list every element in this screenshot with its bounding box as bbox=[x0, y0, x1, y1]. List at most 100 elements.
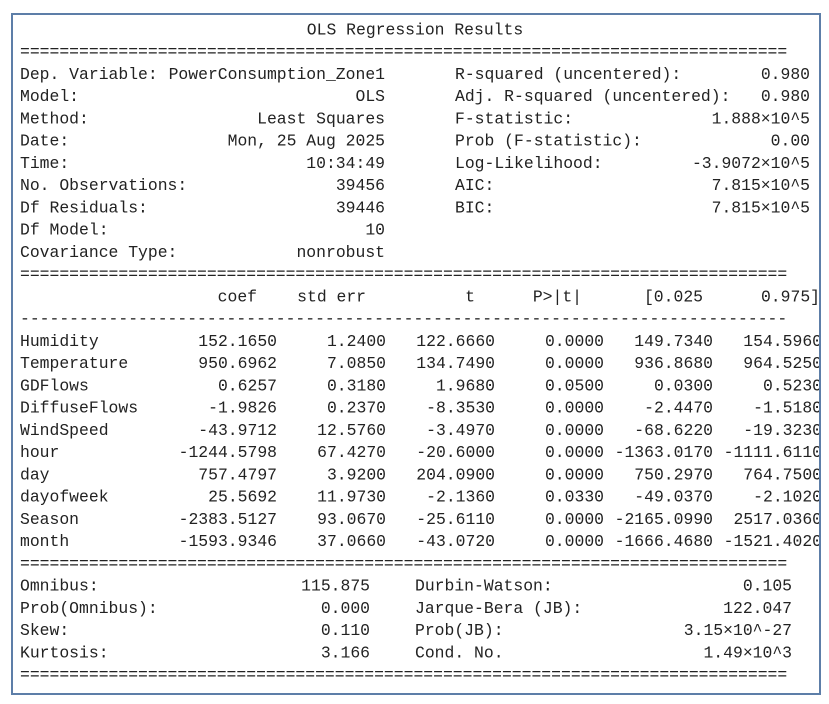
cell: 1.2400 bbox=[327, 332, 386, 351]
row-label: Season bbox=[20, 510, 79, 529]
row-label: month bbox=[20, 532, 69, 551]
value: 1.49×10^3 bbox=[703, 643, 792, 662]
column-header: 0.975] bbox=[761, 287, 820, 306]
cell: -1244.5798 bbox=[179, 443, 277, 462]
label: Model: bbox=[20, 87, 79, 106]
cell: 0.2370 bbox=[327, 399, 386, 418]
cell: 152.1650 bbox=[198, 332, 277, 351]
cell: 0.0330 bbox=[545, 488, 604, 507]
value: 10 bbox=[365, 221, 385, 240]
cell: 93.0670 bbox=[317, 510, 386, 529]
cell: 2517.0360 bbox=[733, 510, 822, 529]
cell: -1363.0170 bbox=[615, 443, 713, 462]
cell: 12.5760 bbox=[317, 421, 386, 440]
cell: 757.4797 bbox=[198, 465, 277, 484]
cell: 134.7490 bbox=[416, 354, 495, 373]
row-label: Humidity bbox=[20, 332, 99, 351]
cell: 0.0000 bbox=[545, 443, 604, 462]
value: nonrobust bbox=[296, 243, 385, 262]
rule: ========================================… bbox=[20, 554, 787, 573]
column-header: t bbox=[465, 287, 475, 306]
cell: 764.7500 bbox=[743, 465, 822, 484]
row-label: hour bbox=[20, 443, 59, 462]
cell: -2.4470 bbox=[644, 399, 713, 418]
cell: -19.3230 bbox=[743, 421, 822, 440]
value: 0.110 bbox=[321, 621, 370, 640]
cell: -1666.4680 bbox=[615, 532, 713, 551]
row-label: Temperature bbox=[20, 354, 128, 373]
content: OLS Regression Results ==================… bbox=[20, 20, 822, 685]
column-header: [0.025 bbox=[644, 287, 703, 306]
cell: 0.5230 bbox=[763, 376, 822, 395]
label: Time: bbox=[20, 154, 69, 173]
column-header: std err bbox=[297, 287, 366, 306]
label: Kurtosis: bbox=[20, 643, 109, 662]
cell: 0.0000 bbox=[545, 399, 604, 418]
row-label: GDFlows bbox=[20, 376, 89, 395]
label: Durbin-Watson: bbox=[415, 577, 553, 596]
value: PowerConsumption_Zone1 bbox=[169, 65, 386, 84]
label: Method: bbox=[20, 109, 89, 128]
cell: 7.0850 bbox=[327, 354, 386, 373]
cell: 936.8680 bbox=[634, 354, 713, 373]
cell: -1593.9346 bbox=[179, 532, 277, 551]
value: 39446 bbox=[336, 198, 385, 217]
cell: 0.0000 bbox=[545, 510, 604, 529]
cell: 0.0000 bbox=[545, 421, 604, 440]
cell: -43.9712 bbox=[198, 421, 277, 440]
cell: -1111.6110 bbox=[724, 443, 822, 462]
cell: 750.2970 bbox=[634, 465, 713, 484]
cell: 0.0000 bbox=[545, 332, 604, 351]
value: 0.980 bbox=[761, 65, 810, 84]
label: Covariance Type: bbox=[20, 243, 177, 262]
cell: -8.3530 bbox=[426, 399, 495, 418]
label: Prob(Omnibus): bbox=[20, 599, 158, 618]
label: Date: bbox=[20, 132, 69, 151]
cell: 122.6660 bbox=[416, 332, 495, 351]
cell: 0.0000 bbox=[545, 532, 604, 551]
row-label: dayofweek bbox=[20, 488, 109, 507]
cell: 204.0900 bbox=[416, 465, 495, 484]
label: Df Residuals: bbox=[20, 198, 148, 217]
cell: 1.9680 bbox=[436, 376, 495, 395]
cell: 0.0000 bbox=[545, 465, 604, 484]
label: Log-Likelihood: bbox=[455, 154, 603, 173]
cell: -25.6110 bbox=[416, 510, 495, 529]
rule: ----------------------------------------… bbox=[20, 310, 787, 329]
value: 0.000 bbox=[321, 599, 370, 618]
cell: -43.0720 bbox=[416, 532, 495, 551]
cell: 11.9730 bbox=[317, 488, 386, 507]
label: Df Model: bbox=[20, 221, 109, 240]
value: 7.815×10^5 bbox=[712, 176, 810, 195]
value: 0.980 bbox=[761, 87, 810, 106]
cell: 25.5692 bbox=[208, 488, 277, 507]
value: 0.105 bbox=[743, 577, 792, 596]
rule: ========================================… bbox=[20, 666, 787, 685]
value: Least Squares bbox=[257, 109, 385, 128]
label: AIC: bbox=[455, 176, 494, 195]
cell: 0.3180 bbox=[327, 376, 386, 395]
row-label: WindSpeed bbox=[20, 421, 109, 440]
cell: -3.4970 bbox=[426, 421, 495, 440]
value: 115.875 bbox=[301, 577, 370, 596]
rule: ========================================… bbox=[20, 265, 787, 284]
label: Cond. No. bbox=[415, 643, 504, 662]
cell: 3.9200 bbox=[327, 465, 386, 484]
value: 7.815×10^5 bbox=[712, 198, 810, 217]
label: Adj. R-squared (uncentered): bbox=[455, 87, 730, 106]
cell: -2.1020 bbox=[753, 488, 822, 507]
row-label: DiffuseFlows bbox=[20, 399, 138, 418]
cell: 0.0300 bbox=[654, 376, 713, 395]
cell: -68.6220 bbox=[634, 421, 713, 440]
label: Jarque-Bera (JB): bbox=[415, 599, 582, 618]
rule: ========================================… bbox=[20, 43, 787, 62]
cell: 0.0000 bbox=[545, 354, 604, 373]
value: -3.9072×10^5 bbox=[692, 154, 810, 173]
cell: 0.6257 bbox=[218, 376, 277, 395]
cell: -1521.4020 bbox=[724, 532, 822, 551]
cell: 964.5250 bbox=[743, 354, 822, 373]
label: BIC: bbox=[455, 198, 494, 217]
label: Dep. Variable: bbox=[20, 65, 158, 84]
label: Prob (F-statistic): bbox=[455, 132, 642, 151]
